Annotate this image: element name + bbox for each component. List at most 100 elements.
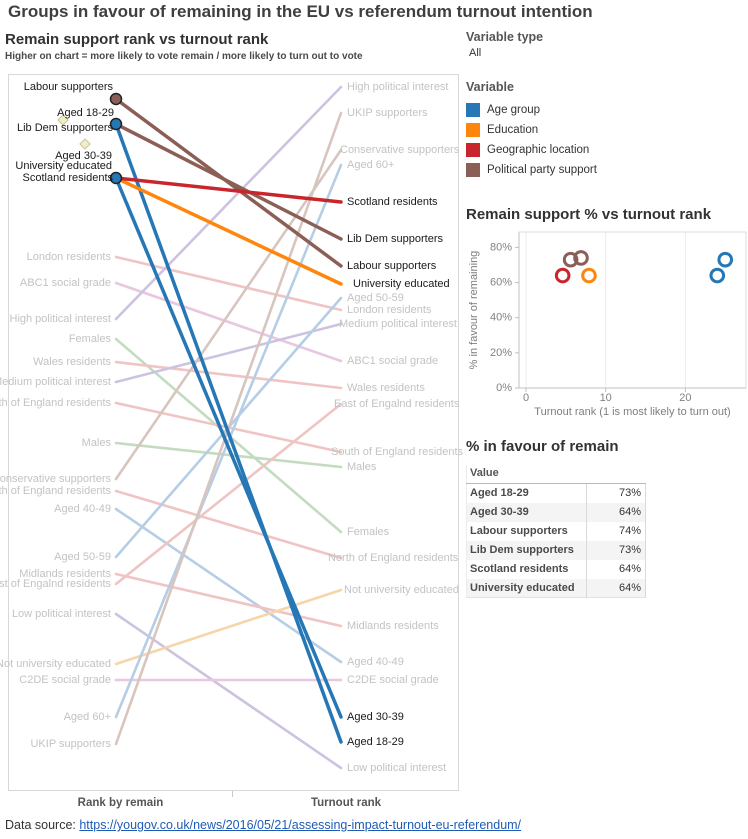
table-row-value: 74% <box>586 521 646 541</box>
slope-right-label-ukip-supporters: UKIP supporters <box>347 107 428 119</box>
slope-axis-center-tick <box>232 791 233 797</box>
slope-left-label-south-of-england-residents: South of England residents <box>0 397 111 409</box>
slope-right-label-abc1-social-grade: ABC1 social grade <box>347 355 438 367</box>
remain-table: Value Aged 18-29 73% Aged 30-39 64% Labour s… <box>466 465 646 598</box>
table-row-scotland-residents[interactable]: Scotland residents 64% <box>467 559 646 579</box>
scatter-point-lib-dem-supporters[interactable] <box>562 251 579 268</box>
datasource: Data source: https://yougov.co.uk/news/2… <box>5 818 521 832</box>
table-row-label: University educated <box>470 581 575 594</box>
slope-left-label-scotland-residents: Scotland residents <box>23 172 114 184</box>
slope-left-label-university-educated: University educated <box>15 160 112 172</box>
scatter-y-tick-label: 40% <box>490 312 512 324</box>
table-row-university-educated[interactable]: University educated 64% <box>466 578 646 598</box>
dashboard-title: Groups in favour of remaining in the EU … <box>8 2 593 21</box>
slope-line-lib-dem-supporters[interactable] <box>114 122 343 241</box>
slope-line-abc1-social-grade[interactable] <box>114 281 343 363</box>
slope-right-label-labour-supporters: Labour supporters <box>347 260 437 272</box>
slope-line-conservative-supporters[interactable] <box>114 148 343 481</box>
scatter-y-tick-label: 20% <box>490 347 512 359</box>
slope-left-label-aged-18-29: Aged 18-29 <box>57 107 114 119</box>
slope-left-label-london-residents: London residents <box>27 251 112 263</box>
slope-right-label-east-of-engalnd-residents: East of Engalnd residents <box>334 398 460 410</box>
slope-right-label-aged-40-49: Aged 40-49 <box>347 656 404 668</box>
slope-right-label-aged-50-59: Aged 50-59 <box>347 292 404 304</box>
slope-right-label-wales-residents: Wales residents <box>347 382 425 394</box>
slope-left-label-aged-40-49: Aged 40-49 <box>54 503 111 515</box>
slope-right-label-medium-political-interest: Medium political interest <box>339 318 457 330</box>
slope-right-label-university-educated: University educated <box>353 278 450 290</box>
slope-line-university-educated[interactable] <box>114 176 343 286</box>
table-row-label: Aged 18-29 <box>470 487 529 500</box>
slope-left-label-aged-60-: Aged 60+ <box>64 711 111 723</box>
scatter-point-university-educated[interactable] <box>581 267 597 284</box>
scatter-chart-title: Remain support % vs turnout rank <box>466 206 712 223</box>
slope-right-label-males: Males <box>347 461 377 473</box>
slope-line-aged-18-29[interactable] <box>114 122 343 744</box>
slope-right-label-aged-18-29: Aged 18-29 <box>347 736 404 748</box>
labour-supporters-start-marker[interactable] <box>109 92 123 106</box>
overlapping-groups-start-marker[interactable] <box>109 171 123 185</box>
legend-item-geographic-location[interactable]: Geographic location <box>466 140 597 160</box>
slope-line-aged-60-[interactable] <box>114 163 343 719</box>
legend-label-education: Education <box>487 124 539 136</box>
slope-right-label-north-of-england-residents: North of England residents <box>328 552 459 564</box>
slope-line-scotland-residents[interactable] <box>114 176 343 204</box>
slope-line-not-university-educated[interactable] <box>114 588 343 666</box>
slope-left-label-abc1-social-grade: ABC1 social grade <box>20 277 111 289</box>
slope-left-label-labour-supporters: Labour supporters <box>24 81 114 93</box>
table-row-value: 73% <box>586 483 646 503</box>
slope-left-label-medium-political-interest: Medium political interest <box>0 376 111 388</box>
slope-line-males[interactable] <box>114 441 343 469</box>
slope-right-label-high-political-interest: High political interest <box>347 81 449 93</box>
slope-line-medium-political-interest[interactable] <box>114 322 343 384</box>
legend-item-education[interactable]: Education <box>466 120 597 140</box>
table-row-labour-supporters[interactable]: Labour supporters 74% <box>467 521 646 541</box>
table-row-lib-dem-supporters[interactable]: Lib Dem supporters 73% <box>466 540 646 560</box>
diamond-marker-2[interactable] <box>79 138 91 150</box>
scatter-x-tick-label: 10 <box>600 392 612 404</box>
slope-left-label-conservative-supporters: Conservative supporters <box>0 473 111 485</box>
slope-line-north-of-england-residents[interactable] <box>114 489 343 560</box>
scatter-point-aged-30-39[interactable] <box>709 267 726 284</box>
slope-line-midlands-residents[interactable] <box>114 572 343 628</box>
slope-right-label-not-university-educated: Not university educated <box>344 584 459 596</box>
table-row-label: Labour supporters <box>470 525 568 537</box>
table-row-aged-30-39[interactable]: Aged 30-39 64% <box>466 502 646 522</box>
slope-right-label-london-residents: London residents <box>347 304 432 316</box>
legend-item-political-party-support[interactable]: Political party support <box>466 160 597 180</box>
slope-line-aged-30-39[interactable] <box>114 176 343 719</box>
slope-line-high-political-interest[interactable] <box>114 85 343 321</box>
slope-right-label-low-political-interest: Low political interest <box>347 762 446 774</box>
slope-left-label-males: Males <box>82 437 112 449</box>
slope-left-label-midlands-residents: Midlands residents <box>19 568 111 580</box>
slope-chart-subtitle: Higher on chart = more likely to vote re… <box>5 51 363 62</box>
table-row-label: Scotland residents <box>470 563 569 575</box>
scatter-point-labour-supporters[interactable] <box>573 250 589 266</box>
datasource-label: Data source: <box>5 818 76 832</box>
slope-left-label-females: Females <box>69 333 112 345</box>
aged-18-29-libdem-start-marker[interactable] <box>109 117 123 131</box>
slope-right-label-midlands-residents: Midlands residents <box>347 620 439 632</box>
variable-type-filter-label: Variable type <box>466 30 544 44</box>
legend-swatch-geographic-location <box>466 143 480 157</box>
slope-right-label-south-of-england-residents: South of England residents <box>331 446 464 458</box>
slope-line-east-of-engalnd-residents[interactable] <box>114 402 343 586</box>
slope-right-label-females: Females <box>347 526 390 538</box>
diamond-marker-1[interactable] <box>57 114 69 126</box>
table-row-value: 64% <box>586 559 646 579</box>
variable-type-filter-value[interactable]: All <box>469 47 482 59</box>
scatter-x-tick-label: 0 <box>523 392 529 404</box>
variable-legend-title: Variable <box>466 80 514 94</box>
slope-line-wales-residents[interactable] <box>114 360 343 390</box>
slope-left-label-c2de-social-grade: C2DE social grade <box>19 674 111 686</box>
slope-right-label-aged-60-: Aged 60+ <box>347 159 394 171</box>
scatter-point-scotland-residents[interactable] <box>554 267 571 284</box>
scatter-point-aged-18-29[interactable] <box>717 251 734 268</box>
legend-item-age-group[interactable]: Age group <box>466 100 597 120</box>
scatter-x-tick-label: 20 <box>679 392 691 404</box>
datasource-link[interactable]: https://yougov.co.uk/news/2016/05/21/ass… <box>79 818 522 832</box>
variable-type-filter: Variable type All <box>466 30 543 59</box>
table-row-aged-18-29[interactable]: Aged 18-29 73% <box>467 483 646 503</box>
table-row-value: 64% <box>586 578 646 598</box>
slope-left-label-ukip-supporters: UKIP supporters <box>30 738 111 750</box>
